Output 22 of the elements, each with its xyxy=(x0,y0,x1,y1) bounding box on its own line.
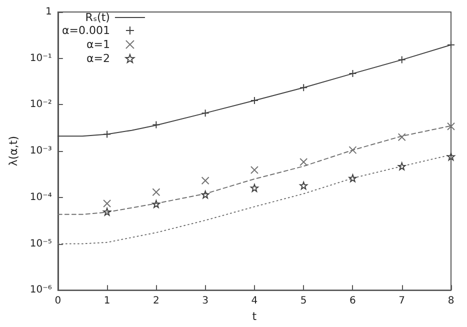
y-tick-label: 10⁻⁵ xyxy=(30,238,52,250)
y-tick-label: 10⁻⁶ xyxy=(30,284,52,296)
y-tick-label: 10⁻³ xyxy=(30,146,52,157)
y-tick-label: 10⁻¹ xyxy=(30,52,52,64)
x-tick-label: 1 xyxy=(104,296,110,307)
legend-label: α=0.001 xyxy=(62,24,110,37)
y-axis-title: λ(α,t) xyxy=(7,136,20,166)
x-tick-label: 6 xyxy=(350,296,356,307)
legend-label: Rₛ(t) xyxy=(85,11,110,24)
x-axis-title: t xyxy=(252,310,258,323)
y-tick-label: 10⁻² xyxy=(30,99,52,110)
x-tick-label: 8 xyxy=(448,296,454,307)
y-tick-label: 10⁻⁴ xyxy=(30,192,52,203)
x-tick-label: 3 xyxy=(202,296,209,307)
y-tick-label: 1 xyxy=(46,6,52,18)
x-tick-label: 7 xyxy=(398,296,406,307)
x-tick-label: 2 xyxy=(152,296,160,307)
x-tick-label: 5 xyxy=(300,296,307,307)
x-tick-label: 0 xyxy=(54,296,62,307)
legend-label: α=1 xyxy=(86,38,110,51)
legend-label: α=2 xyxy=(86,52,110,65)
x-tick-label: 4 xyxy=(251,296,258,307)
